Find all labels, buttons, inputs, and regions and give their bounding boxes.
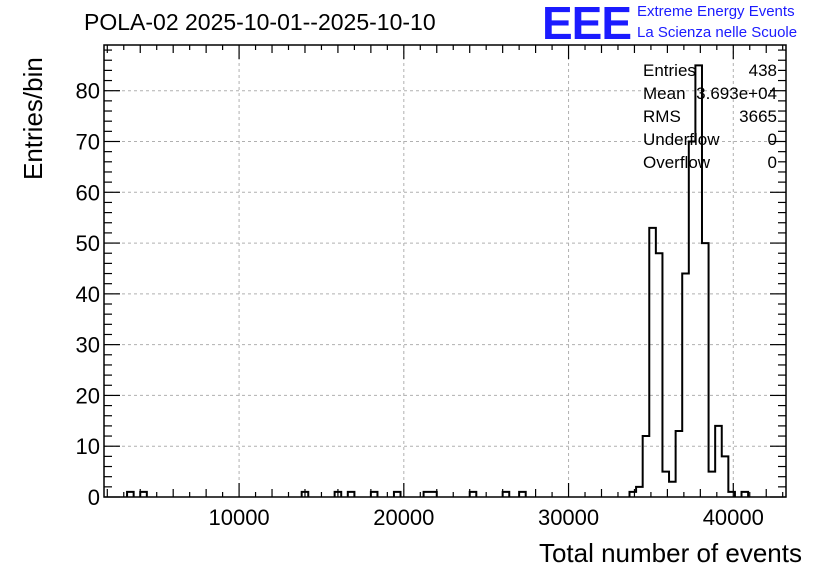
histogram-bin <box>656 253 663 497</box>
stat-value: 3665 <box>739 107 777 126</box>
histogram-bin <box>371 492 378 497</box>
histogram-bin <box>702 243 709 497</box>
y-tick-label: 80 <box>76 79 100 104</box>
histogram-bin <box>127 492 134 497</box>
y-tick-label: 60 <box>76 180 100 205</box>
histogram-bin <box>709 472 716 497</box>
y-tick-label: 0 <box>88 485 100 510</box>
histogram-bin <box>430 492 437 497</box>
histogram-bin <box>649 228 656 497</box>
x-tick-label: 30000 <box>538 505 599 530</box>
y-tick-label: 40 <box>76 282 100 307</box>
stat-value: 438 <box>749 61 777 80</box>
x-axis-title: Total number of events <box>539 538 802 568</box>
y-tick-label: 50 <box>76 231 100 256</box>
histogram-bin <box>728 492 735 497</box>
histogram-bin <box>662 472 669 497</box>
histogram-bin <box>630 492 637 497</box>
stat-label: Overflow <box>643 153 711 172</box>
x-tick-label: 10000 <box>208 505 269 530</box>
y-tick-label: 10 <box>76 434 100 459</box>
histogram-bin <box>503 492 510 497</box>
stat-label: Underflow <box>643 130 720 149</box>
histogram-bin <box>470 492 477 497</box>
histogram-bin <box>722 456 729 497</box>
histogram-bin <box>424 492 431 497</box>
histogram-bin <box>348 492 355 497</box>
histogram-bin <box>682 274 689 497</box>
logo-line-2: La Scienza nelle Scuole <box>637 24 798 41</box>
histogram-bin <box>643 436 650 497</box>
axis-layer: 10000 20000 30000 40000 0 10 20 30 40 50 60 70 80 <box>76 44 787 530</box>
y-tick-label: 20 <box>76 383 100 408</box>
histogram-bin <box>715 426 722 497</box>
histogram-bin <box>394 492 401 497</box>
chart-title: POLA-02 2025-10-01--2025-10-10 <box>84 9 436 35</box>
stat-value: 0 <box>768 130 777 149</box>
stat-value: 3.693e+04 <box>696 84 777 103</box>
y-axis-title: Entries/bin <box>18 57 48 180</box>
stat-value: 0 <box>768 153 777 172</box>
histogram-bin <box>676 431 683 497</box>
histogram-bin <box>140 492 147 497</box>
y-tick-label: 30 <box>76 333 100 358</box>
x-tick-label: 40000 <box>703 505 764 530</box>
plot-frame <box>103 44 787 498</box>
stat-label: Mean <box>643 84 686 103</box>
histogram-bin <box>669 482 676 497</box>
histogram-bin <box>519 492 526 497</box>
stats-box: Entries 438 Mean 3.693e+04 RMS 3665 Underflow 0… <box>643 61 777 172</box>
histogram-bin <box>689 141 696 497</box>
logo-line-1: Extreme Energy Events <box>637 3 795 20</box>
stat-label: Entries <box>643 61 696 80</box>
histogram-bin <box>742 492 749 497</box>
x-tick-label: 20000 <box>373 505 434 530</box>
stat-label: RMS <box>643 107 681 126</box>
histogram-bin <box>636 487 643 497</box>
y-tick-label: 70 <box>76 129 100 154</box>
eee-logo-mark: EEE <box>542 0 632 49</box>
